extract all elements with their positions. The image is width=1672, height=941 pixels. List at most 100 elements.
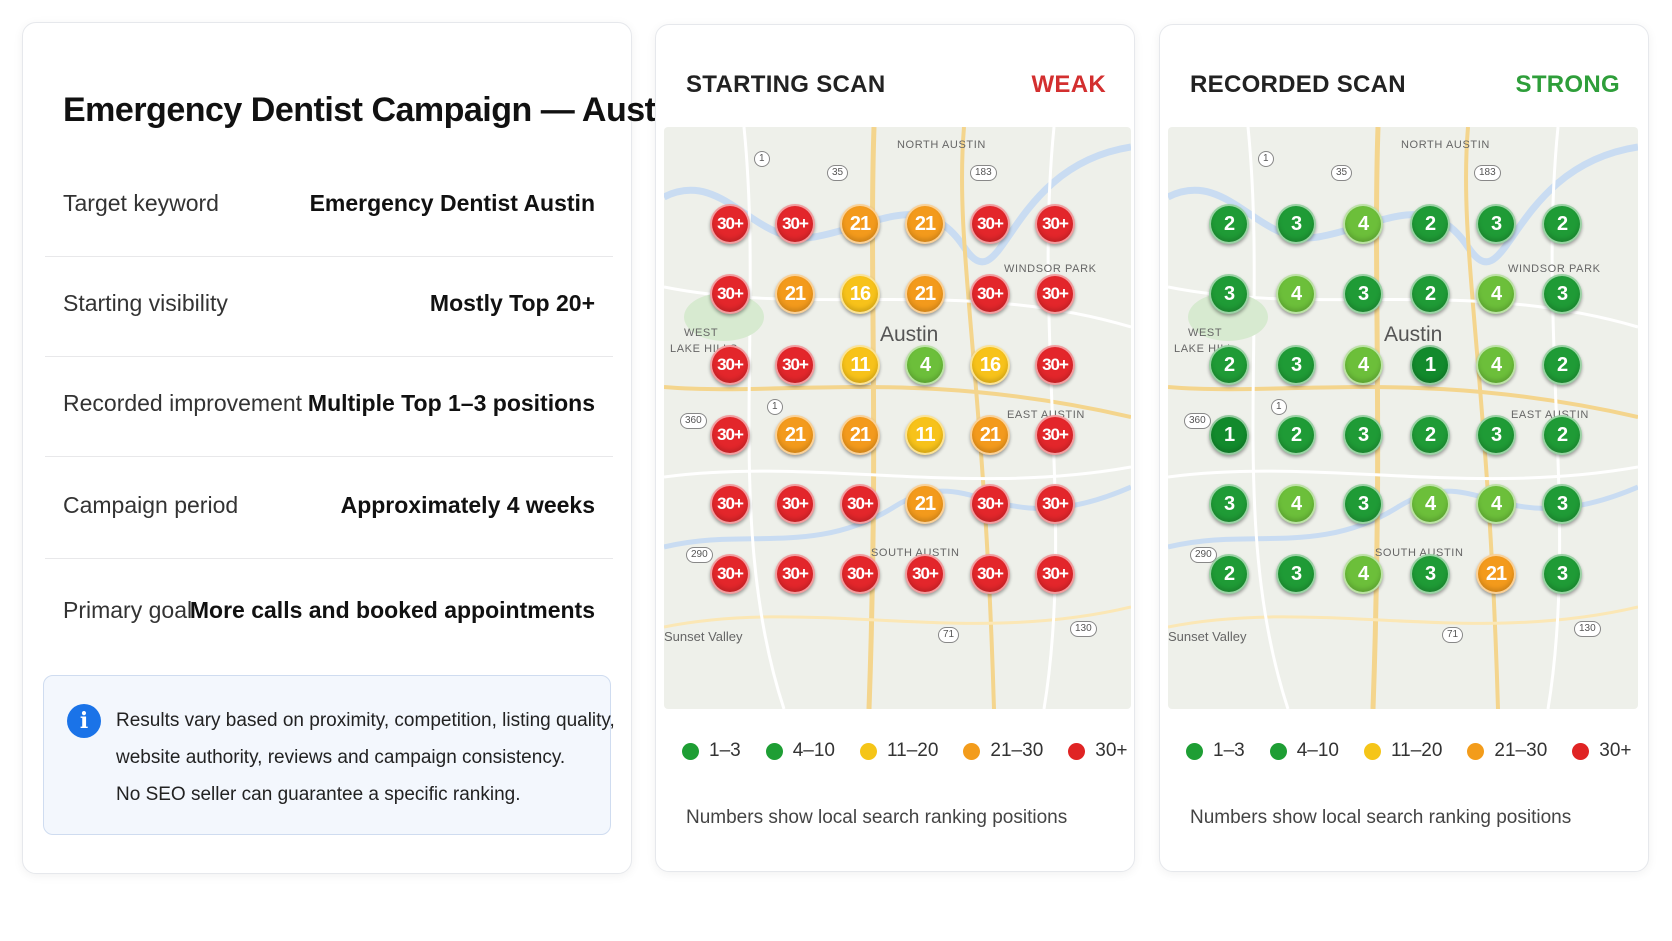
rank-pin[interactable]: 11	[840, 345, 880, 385]
rank-pin[interactable]: 30+	[970, 484, 1010, 524]
rank-pin[interactable]: 2	[1542, 415, 1582, 455]
rank-pin[interactable]: 3	[1209, 484, 1249, 524]
rank-pin[interactable]: 30+	[1035, 554, 1075, 594]
rank-grid-map[interactable]: NORTH AUSTIN WINDSOR PARK WEST LAKE HILLS Au…	[664, 127, 1131, 709]
map-road	[742, 127, 786, 709]
rank-pin[interactable]: 2	[1209, 554, 1249, 594]
rank-pin[interactable]: 4	[1343, 554, 1383, 594]
map-road	[1168, 465, 1638, 481]
rank-pin[interactable]: 4	[905, 345, 945, 385]
route-shield-icon: 183	[970, 165, 997, 181]
rank-pin[interactable]: 30+	[710, 484, 750, 524]
map-road	[1168, 605, 1638, 629]
rank-pin[interactable]: 3	[1209, 274, 1249, 314]
rank-pin[interactable]: 2	[1410, 415, 1450, 455]
rank-pin[interactable]: 30+	[710, 345, 750, 385]
rank-pin[interactable]: 30+	[710, 274, 750, 314]
rank-pin[interactable]: 30+	[905, 554, 945, 594]
legend-dot-icon	[1269, 742, 1287, 760]
rank-pin[interactable]: 16	[840, 274, 880, 314]
rank-pin[interactable]: 30+	[775, 345, 815, 385]
legend-label: 4–10	[1296, 740, 1339, 761]
rank-pin[interactable]: 1	[1209, 415, 1249, 455]
rank-pin[interactable]: 21	[905, 274, 945, 314]
rank-pin[interactable]: 30+	[1035, 204, 1075, 244]
rank-pin[interactable]: 21	[775, 274, 815, 314]
info-icon: i	[67, 704, 101, 738]
route-shield-icon: 290	[686, 547, 713, 563]
rank-pin[interactable]: 21	[840, 415, 880, 455]
rank-pin[interactable]: 2	[1542, 204, 1582, 244]
map-label-windsor-park: WINDSOR PARK	[1508, 263, 1601, 275]
scan-status-badge: STRONG	[1515, 71, 1620, 98]
rank-pin[interactable]: 21	[840, 204, 880, 244]
rank-pin[interactable]: 2	[1276, 415, 1316, 455]
rank-pin[interactable]: 3	[1276, 345, 1316, 385]
rank-pin[interactable]: 30+	[1035, 345, 1075, 385]
rank-pin[interactable]: 4	[1276, 274, 1316, 314]
rank-pin[interactable]: 3	[1343, 484, 1383, 524]
rank-pin[interactable]: 3	[1343, 415, 1383, 455]
legend-dot-icon	[1186, 742, 1203, 760]
rank-pin[interactable]: 30+	[710, 204, 750, 244]
rank-pin[interactable]: 4	[1476, 274, 1516, 314]
rank-grid-map[interactable]: NORTH AUSTIN WINDSOR PARK WEST LAKE HILL Aus…	[1168, 127, 1638, 709]
map-label-south-austin: SOUTH AUSTIN	[871, 547, 960, 559]
rank-pin[interactable]: 21	[1476, 554, 1516, 594]
rank-pin[interactable]: 30+	[840, 554, 880, 594]
rank-pin[interactable]: 30+	[970, 554, 1010, 594]
rank-pin[interactable]: 3	[1276, 204, 1316, 244]
legend-dot-icon	[682, 742, 699, 760]
map-footnote: Numbers show local search ranking positi…	[1190, 807, 1572, 828]
rank-pin[interactable]: 3	[1542, 554, 1582, 594]
legend-item: 30+	[1068, 740, 1128, 762]
rank-pin[interactable]: 3	[1343, 274, 1383, 314]
rank-pin[interactable]: 21	[905, 204, 945, 244]
rank-pin[interactable]: 2	[1410, 274, 1450, 314]
rank-pin[interactable]: 30+	[1035, 484, 1075, 524]
rank-pin[interactable]: 30+	[775, 204, 815, 244]
rank-pin[interactable]: 3	[1476, 204, 1516, 244]
rank-pin[interactable]: 30+	[775, 484, 815, 524]
legend-label: 30+	[1095, 740, 1128, 761]
legend-label: 1–3	[709, 740, 741, 761]
rank-pin[interactable]: 30+	[710, 415, 750, 455]
rank-pin[interactable]: 2	[1209, 345, 1249, 385]
rank-pin[interactable]: 4	[1476, 484, 1516, 524]
rank-pin[interactable]: 1	[1410, 345, 1450, 385]
legend-dot-icon	[1467, 742, 1485, 760]
route-shield-icon: 183	[1474, 165, 1501, 181]
rank-pin[interactable]: 21	[970, 415, 1010, 455]
rank-pin[interactable]: 3	[1542, 274, 1582, 314]
rank-pin[interactable]: 30+	[1035, 274, 1075, 314]
rank-pin[interactable]: 30+	[1035, 415, 1075, 455]
rank-pin[interactable]: 3	[1476, 415, 1516, 455]
rank-pin[interactable]: 3	[1410, 554, 1450, 594]
rank-pin[interactable]: 30+	[970, 204, 1010, 244]
rank-pin[interactable]: 21	[775, 415, 815, 455]
rank-pin[interactable]: 2	[1209, 204, 1249, 244]
rank-pin[interactable]: 16	[970, 345, 1010, 385]
rank-pin[interactable]: 30+	[970, 274, 1010, 314]
route-shield-icon: 360	[1184, 413, 1211, 429]
rank-pin[interactable]: 30+	[710, 554, 750, 594]
rank-pin[interactable]: 30+	[775, 554, 815, 594]
rank-pin[interactable]: 4	[1410, 484, 1450, 524]
legend-item: 21–30	[1467, 740, 1547, 762]
rank-pin[interactable]: 4	[1476, 345, 1516, 385]
starting-scan-card: STARTING SCAN WEAK NORTH AUSTIN WINDSOR P…	[655, 24, 1135, 872]
map-label-north-austin: NORTH AUSTIN	[1401, 139, 1490, 151]
rank-pin[interactable]: 4	[1343, 204, 1383, 244]
route-shield-icon: 71	[938, 627, 960, 643]
scan-title: RECORDED SCAN	[1190, 71, 1406, 98]
rank-pin[interactable]: 4	[1276, 484, 1316, 524]
rank-pin[interactable]: 21	[905, 484, 945, 524]
row-value: Multiple Top 1–3 positions	[307, 390, 595, 416]
rank-pin[interactable]: 30+	[840, 484, 880, 524]
rank-pin[interactable]: 11	[905, 415, 945, 455]
rank-pin[interactable]: 2	[1542, 345, 1582, 385]
rank-pin[interactable]: 3	[1542, 484, 1582, 524]
rank-pin[interactable]: 4	[1343, 345, 1383, 385]
rank-pin[interactable]: 3	[1276, 554, 1316, 594]
rank-pin[interactable]: 2	[1410, 204, 1450, 244]
